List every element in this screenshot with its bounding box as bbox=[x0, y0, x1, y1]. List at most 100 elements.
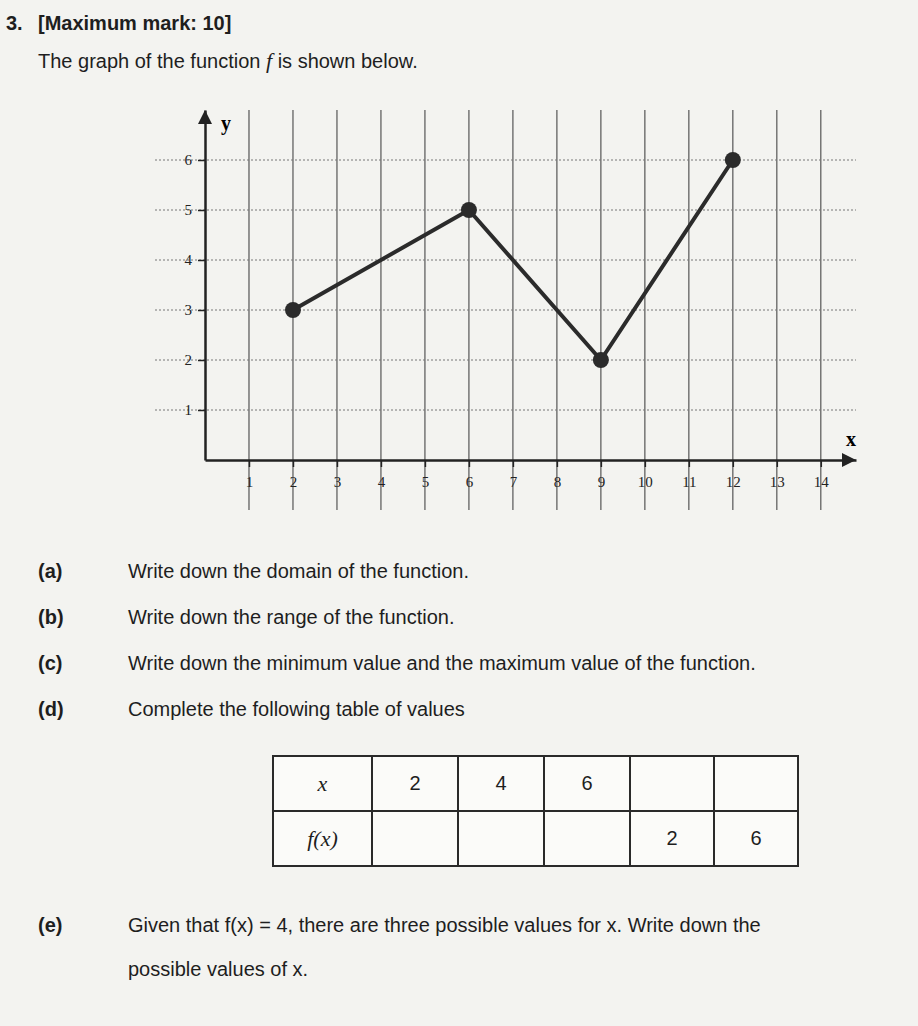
tick: 12 bbox=[726, 460, 741, 490]
tick-mark bbox=[733, 460, 735, 467]
grid-line-y bbox=[155, 210, 856, 211]
question-text: Write down the minimum value and the max… bbox=[128, 652, 756, 675]
tick-mark bbox=[198, 310, 205, 312]
grid-line-x bbox=[688, 110, 689, 510]
tick: 7 bbox=[510, 460, 518, 490]
tick-mark bbox=[777, 460, 779, 467]
tick: 4 bbox=[185, 252, 206, 268]
grid-line-x bbox=[380, 110, 381, 510]
tick: 3 bbox=[185, 302, 206, 318]
table-cell bbox=[714, 756, 798, 811]
tick-label: 1 bbox=[246, 474, 254, 490]
tick-mark bbox=[557, 460, 559, 467]
tick-mark bbox=[469, 460, 471, 467]
question-text: Write down the range of the function. bbox=[128, 606, 455, 629]
table-cell: f(x) bbox=[273, 811, 372, 866]
question-label: (b) bbox=[38, 606, 64, 629]
question-number: 3. bbox=[6, 12, 23, 35]
endpoint bbox=[461, 202, 477, 218]
grid-line-x bbox=[556, 110, 557, 510]
tick-mark bbox=[689, 460, 691, 467]
tick: 4 bbox=[378, 460, 386, 490]
question-text: Complete the following table of values bbox=[128, 698, 465, 721]
axis-line bbox=[206, 459, 857, 462]
grid-line-x bbox=[336, 110, 337, 510]
tick-mark bbox=[198, 160, 205, 162]
tick-mark bbox=[645, 460, 647, 467]
tick-label: 2 bbox=[185, 352, 193, 368]
x-arrow bbox=[842, 453, 856, 467]
tick-mark bbox=[198, 260, 205, 262]
tick-mark bbox=[425, 460, 427, 467]
tick-label: 9 bbox=[598, 474, 606, 490]
table-row: x246 bbox=[273, 756, 798, 811]
endpoint bbox=[593, 352, 609, 368]
endpoint bbox=[285, 302, 301, 318]
grid bbox=[155, 110, 856, 510]
y-axis-label: y bbox=[221, 112, 231, 135]
question-label: (e) bbox=[38, 914, 62, 937]
tick-label: 1 bbox=[185, 402, 193, 418]
tick-label: 4 bbox=[185, 252, 193, 268]
x-axis: 1234567891011121314 bbox=[206, 460, 857, 490]
tick: 3 bbox=[334, 460, 342, 490]
y-axis: 1 2 3 4 5 6 bbox=[185, 111, 206, 461]
tick-label: 6 bbox=[466, 474, 474, 490]
grid-line-y bbox=[155, 260, 856, 261]
tick-mark bbox=[381, 460, 383, 467]
tick-label: 13 bbox=[770, 474, 785, 490]
table-cell: x bbox=[273, 756, 372, 811]
intro: The graph of the function f is shown bel… bbox=[38, 48, 418, 74]
grid-line-x bbox=[424, 110, 425, 510]
tick-mark bbox=[337, 460, 339, 467]
intro-after: is shown below. bbox=[278, 50, 418, 72]
tick: 1 bbox=[246, 460, 254, 490]
grid-line-x bbox=[732, 110, 733, 510]
y-arrow bbox=[198, 110, 212, 124]
x-axis-label: x bbox=[846, 428, 856, 450]
tick-label: 8 bbox=[554, 474, 562, 490]
tick: 5 bbox=[422, 460, 430, 490]
tick: 1 bbox=[185, 402, 206, 418]
values-table: x246f(x) 26 bbox=[272, 755, 799, 867]
table-cell: 4 bbox=[458, 756, 544, 811]
table-cell: 2 bbox=[630, 811, 714, 866]
tick: 11 bbox=[682, 460, 696, 490]
tick-mark bbox=[249, 460, 251, 467]
intro-before: The graph of the function bbox=[38, 50, 260, 72]
tick: 14 bbox=[814, 460, 830, 490]
tick: 6 bbox=[466, 460, 474, 490]
table-cell: 6 bbox=[544, 756, 630, 811]
table-cell bbox=[372, 811, 458, 866]
tick-mark bbox=[601, 460, 603, 467]
table-row: f(x) 26 bbox=[273, 811, 798, 866]
question-text: Write down the domain of the function. bbox=[128, 560, 469, 583]
table-cell bbox=[630, 756, 714, 811]
grid-line-y bbox=[155, 360, 856, 361]
tick-label: 5 bbox=[422, 474, 430, 490]
tick: 2 bbox=[185, 352, 206, 368]
tick-mark bbox=[198, 210, 205, 212]
axis-line bbox=[204, 111, 207, 461]
tick: 9 bbox=[598, 460, 606, 490]
tick-label: 6 bbox=[185, 152, 193, 168]
tick-mark bbox=[821, 460, 823, 467]
intro-func: f bbox=[266, 48, 272, 73]
grid-line-x bbox=[820, 110, 821, 510]
tick-mark bbox=[513, 460, 515, 467]
table-cell: 6 bbox=[714, 811, 798, 866]
tick-label: 5 bbox=[185, 202, 193, 218]
tick: 5 bbox=[185, 202, 206, 218]
table-cell bbox=[458, 811, 544, 866]
tick-label: 4 bbox=[378, 474, 386, 490]
tick: 8 bbox=[554, 460, 562, 490]
grid-line-y bbox=[155, 410, 856, 411]
grid-line-x bbox=[600, 110, 601, 510]
table-cell bbox=[544, 811, 630, 866]
question-text: Given that f(x) = 4, there are three pos… bbox=[128, 914, 761, 937]
grid-line-x bbox=[644, 110, 645, 510]
tick-label: 14 bbox=[814, 474, 830, 490]
grid-line-x bbox=[512, 110, 513, 510]
grid-line-x bbox=[248, 110, 249, 510]
grid-line-x bbox=[468, 110, 469, 510]
